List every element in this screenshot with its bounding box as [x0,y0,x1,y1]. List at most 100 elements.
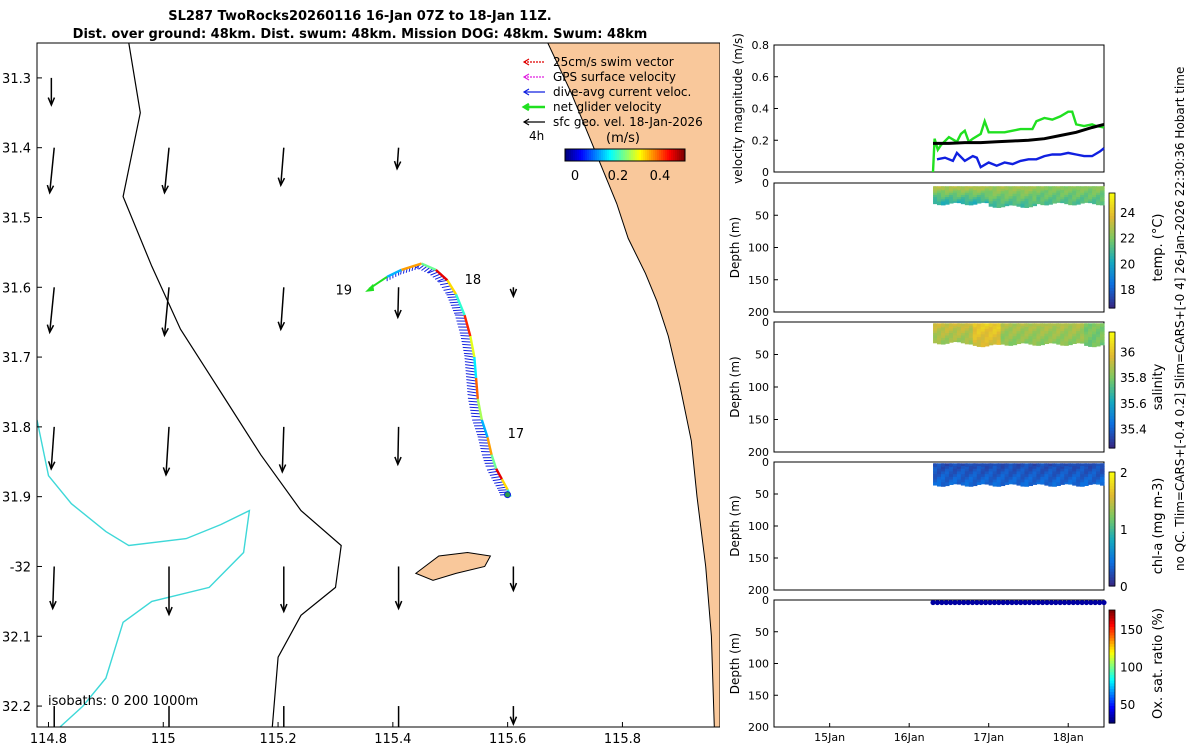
current-vector [491,476,501,479]
chlorophyll-cell [1100,479,1105,483]
salinity-cell [952,335,958,339]
colorbar-cell [673,149,676,161]
salinity-cell [980,328,986,333]
salinity-cell [972,326,978,330]
salinity-cell [1052,331,1057,335]
temperature-cell [1048,199,1053,202]
temperature-cell [1008,188,1014,192]
salinity-cell [992,339,998,344]
colorbar-cell [597,149,600,161]
temperature-cell [948,201,954,204]
chlorophyll-cell [933,471,938,475]
salinity-cell [1068,328,1073,332]
chlorophyll-cell [1004,482,1010,485]
temperature-colorbar-cell [1109,193,1115,197]
salinity-cell [964,335,970,339]
salinity-colorbar-cell [1109,352,1115,356]
chlorophyll-cell [1044,471,1049,475]
salinity-cell [1100,326,1105,330]
velocity-y-tick-label: 0.6 [752,71,770,84]
temperature-cell [988,198,994,202]
chlorophyll-cell [1048,471,1053,475]
salinity-cell [1012,338,1018,342]
temperature-surface-dot [1100,186,1105,191]
colorbar-cell [575,149,578,161]
oxygen-point [1053,599,1059,606]
chlorophyll-cell [1080,471,1085,475]
colorbar-cell [615,149,618,161]
track-segment-2 [421,262,437,271]
chlorophyll-cell [1000,471,1006,475]
chlorophyll-cell [1000,468,1006,472]
salinity-cell [1012,325,1018,329]
chlorophyll-cell [956,476,962,481]
chlorophyll-colorbar-cell [1109,500,1115,504]
chlorophyll-surface-dot [1060,463,1065,468]
oxygen-colorbar-cell [1109,655,1115,659]
salinity-cell [933,337,938,341]
salinity-cell [1084,339,1089,344]
chlorophyll-cell [1072,474,1077,478]
temperature-cell [1084,190,1089,194]
track-segment-6 [463,314,472,337]
oxygen-colorbar-cell [1109,706,1115,710]
temperature-cell [1080,190,1085,194]
temperature-cell [968,197,974,200]
chlorophyll-cell [984,471,990,475]
salinity-cell [984,339,990,344]
chlorophyll-colorbar-cell [1109,511,1115,516]
salinity-colorbar-cell [1109,436,1115,440]
current-vector [460,337,471,340]
colorbar-cell [599,149,602,161]
chlorophyll-cell [1080,463,1085,467]
temperature-cell [952,186,958,189]
chlorophyll-cell [1056,466,1061,470]
oxygen-point [947,599,954,606]
chlorophyll-cell [1036,471,1041,475]
track-segment-0 [386,268,402,278]
geo-vector-head [161,184,169,195]
legend-arrowhead-geo [522,118,530,126]
oxygen-point [1083,599,1090,606]
salinity-cell [940,340,946,345]
chlorophyll-cell [1064,466,1069,470]
colorbar-cell [609,149,612,161]
temperature-cell [1012,198,1018,202]
chlorophyll-cell [1012,474,1018,478]
chlorophyll-cell [1032,468,1038,472]
temperature-cell [1072,192,1077,196]
salinity-cell [1032,328,1038,332]
colorbar-cell [621,149,624,161]
salinity-cell [1044,333,1049,337]
temperature-surface-dot [1052,186,1057,191]
oxygen-colorbar-cell [1109,666,1115,670]
chlorophyll-colorbar-cell [1109,560,1115,564]
temperature-cell [1068,194,1073,198]
temperature-cell [1032,186,1038,190]
current-vector [492,478,502,482]
chlorophyll-colorbar-cell [1109,477,1115,482]
temperature-cell [1004,196,1010,200]
temperature-ylabel: Depth (m) [728,217,742,278]
salinity-surface-dot [1032,323,1037,328]
chlorophyll-cell [1052,468,1057,472]
salinity-cell [944,340,950,344]
chlorophyll-cell [968,463,974,467]
current-vector [464,355,475,358]
temperature-cell [1072,186,1077,189]
temperature-cell [1016,203,1022,207]
temperature-cell [944,197,950,200]
geo-vector-head [165,606,173,617]
temperature-cell [944,188,950,192]
salinity-cell [1064,331,1069,335]
salinity-cell [1020,323,1026,327]
temperature-cell [1076,199,1081,202]
temperature-cell [976,199,982,202]
oxygen-colorbar-frame [1108,609,1116,724]
track-segment-15 [500,478,509,491]
time-x-tick-label: 17Jan [973,731,1004,744]
salinity-cell [1000,328,1006,332]
temperature-colorbar-cell [1109,270,1115,275]
chlorophyll-cell [972,468,978,472]
salinity-cell [1028,328,1034,332]
